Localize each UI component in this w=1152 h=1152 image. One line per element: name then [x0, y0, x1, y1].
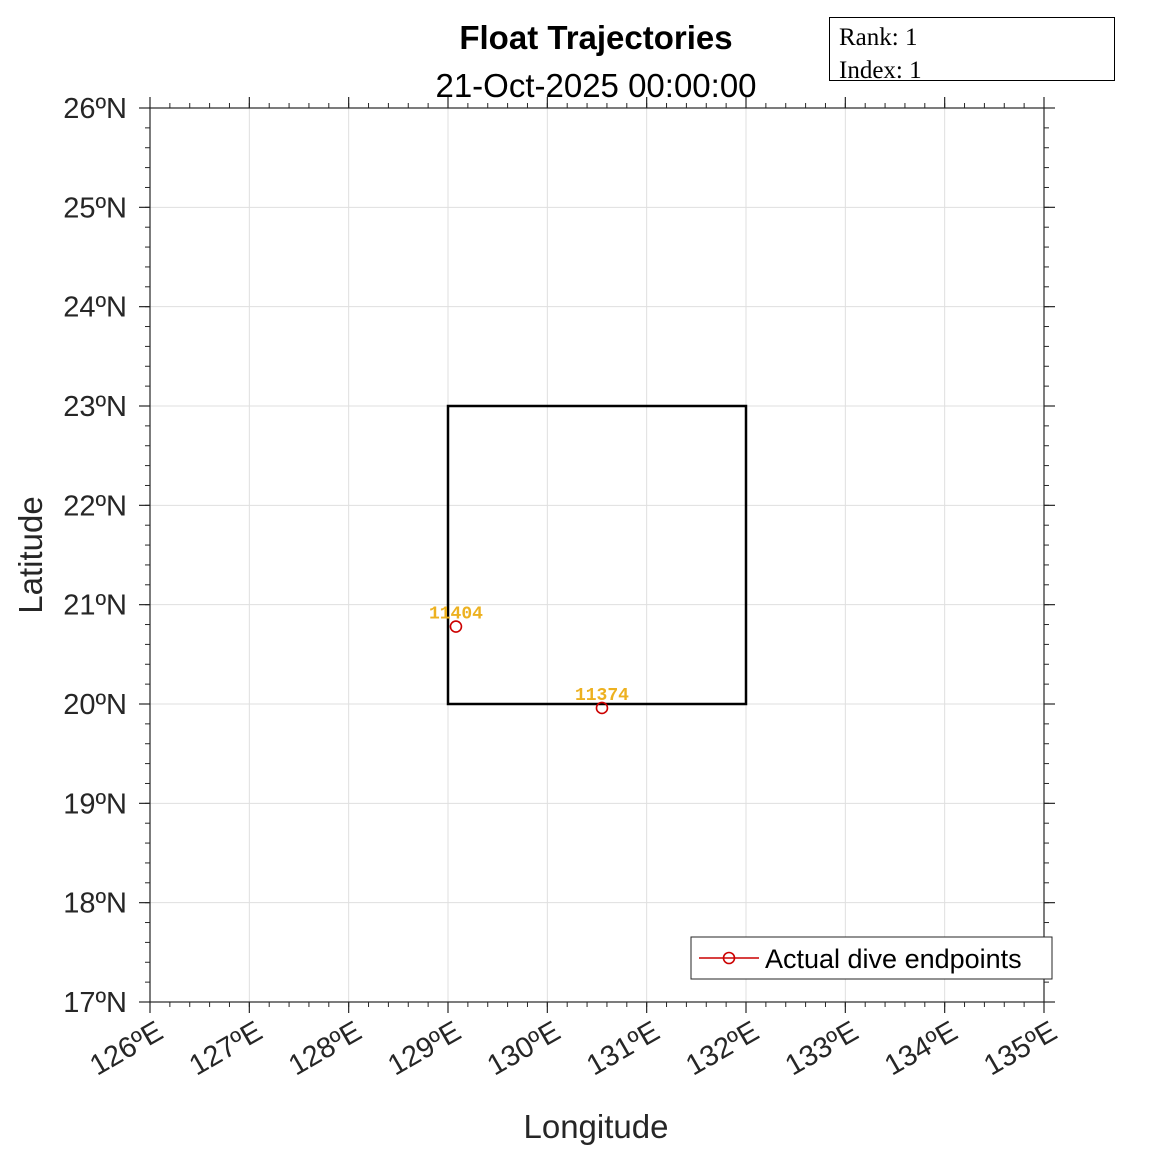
legend-entry-label: Actual dive endpoints [765, 944, 1022, 974]
plot-frame [149, 107, 1045, 1003]
info-box: Rank: 1 Index: 1 [829, 17, 1115, 84]
chart-subtitle: 21-Oct-2025 00:00:00 [435, 67, 756, 104]
float-id-label: 11404 [429, 605, 483, 625]
rank-row: Rank: 1 [839, 21, 1114, 54]
rank-value: 1 [904, 24, 918, 51]
y-axis-label: Latitude [12, 496, 49, 613]
index-label: Index: [839, 57, 903, 84]
x-tick-label: 127ºE [184, 1015, 268, 1082]
y-tick-label: 23ºN [63, 391, 127, 423]
x-tick-label: 134ºE [879, 1015, 963, 1082]
y-tick-label: 18ºN [63, 888, 127, 920]
grid-lines [149, 107, 1045, 1003]
x-axis-label: Longitude [524, 1108, 669, 1145]
float-id-label: 11374 [575, 686, 629, 706]
x-tick-label: 133ºE [780, 1015, 864, 1082]
y-tick-label: 20ºN [63, 689, 127, 721]
y-tick-label: 24ºN [63, 292, 127, 324]
y-tick-label: 22ºN [63, 490, 127, 522]
y-tick-label: 25ºN [63, 192, 127, 224]
y-tick-labels: 17ºN 18ºN 19ºN 20ºN 21ºN 22ºN 23ºN 24ºN 25ºN 26ºN [63, 93, 127, 1019]
x-tick-label: 135ºE [979, 1015, 1063, 1082]
y-tick-label: 17ºN [63, 987, 127, 1019]
dive-endpoint-marker [595, 701, 609, 715]
data-points: 11404 11374 [429, 605, 629, 715]
y-tick-label: 21ºN [63, 590, 127, 622]
x-tick-label: 128ºE [283, 1015, 367, 1082]
legend: Actual dive endpoints [690, 936, 1053, 980]
legend-marker-icon [722, 951, 736, 965]
index-value: 1 [909, 57, 922, 84]
chart-title: Float Trajectories [459, 19, 732, 56]
x-tick-label: 126ºE [85, 1015, 169, 1082]
x-tick-label: 130ºE [482, 1015, 566, 1082]
x-tick-labels: 126ºE 127ºE 128ºE 129ºE 130ºE 131ºE 132ºE 133ºE… [85, 1015, 1063, 1082]
tick-marks [139, 97, 1055, 1013]
dive-endpoint-marker [449, 620, 463, 633]
region-box [446, 404, 748, 706]
x-tick-label: 131ºE [581, 1015, 665, 1082]
rank-label: Rank: [839, 24, 899, 51]
x-tick-label: 132ºE [681, 1015, 765, 1082]
y-tick-label: 19ºN [63, 788, 127, 820]
x-tick-label: 129ºE [383, 1015, 467, 1082]
index-row: Index: 1 [839, 54, 1114, 87]
y-tick-label: 26ºN [63, 93, 127, 125]
region-box-layer [446, 404, 748, 706]
